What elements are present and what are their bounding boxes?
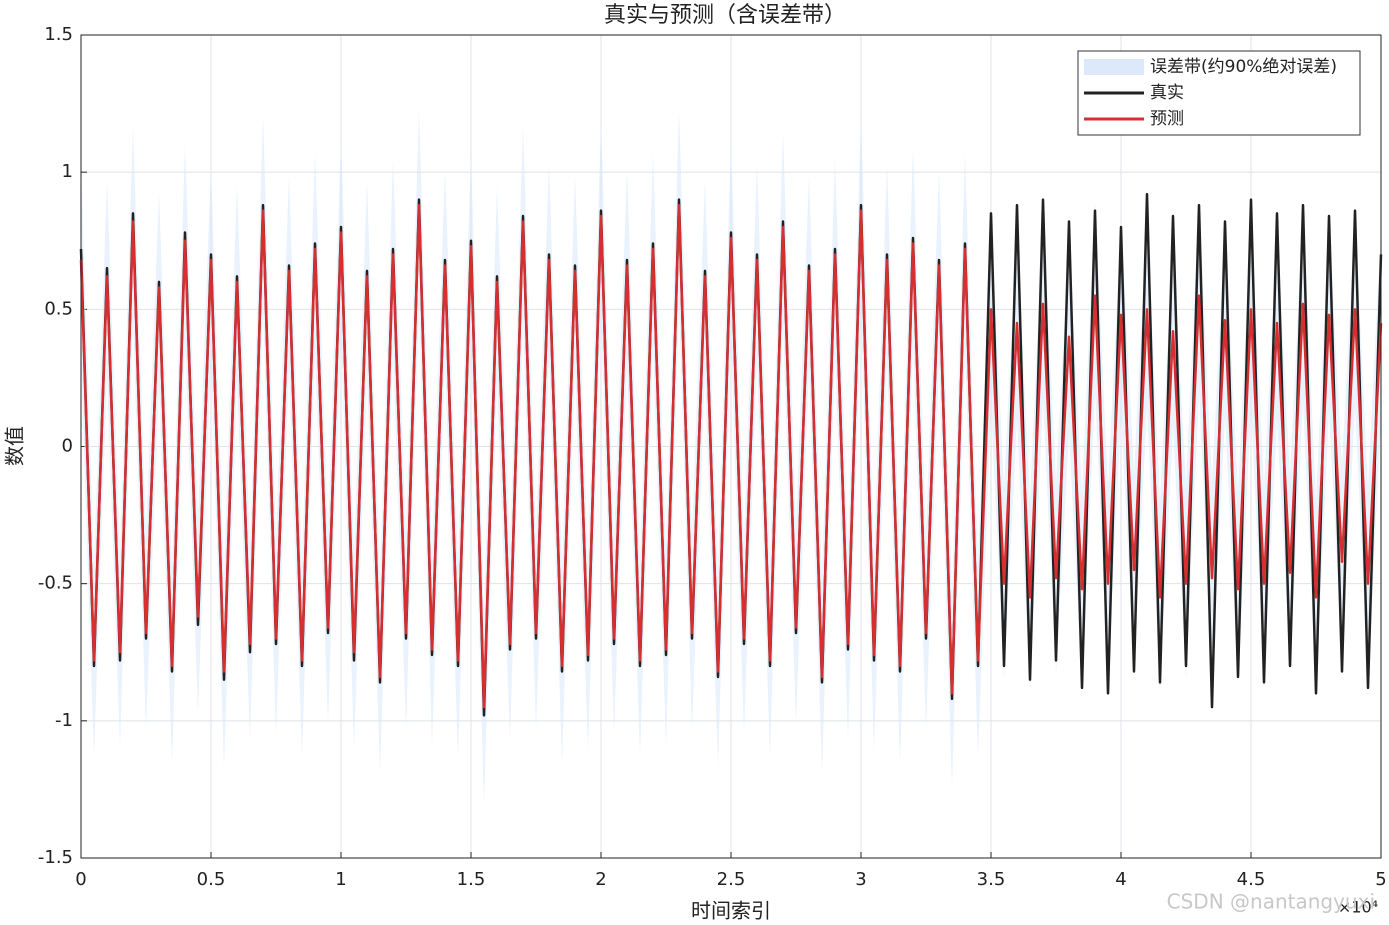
plot-frame <box>80 34 1382 859</box>
x-multiplier: ×10⁴ <box>1338 898 1378 917</box>
y-tick-label: 1 <box>62 161 73 182</box>
y-tick-label: 0.5 <box>44 298 73 319</box>
x-tick-label: 0.5 <box>197 869 226 890</box>
x-tick-label: 4.5 <box>1237 869 1266 890</box>
legend-label: 真实 <box>1150 83 1184 103</box>
legend-label: 预测 <box>1150 109 1184 129</box>
y-axis-label: 数值 <box>3 426 27 466</box>
x-tick-label: 3 <box>855 869 866 890</box>
y-tick-label: -0.5 <box>38 573 73 594</box>
x-tick-label: 4 <box>1115 869 1126 890</box>
x-tick-label: 3.5 <box>977 869 1006 890</box>
x-tick-label: 0 <box>75 869 86 890</box>
x-tick-label: 1.5 <box>457 869 486 890</box>
legend-swatch <box>1084 59 1144 75</box>
watermark: CSDN @nantangyuxi <box>1167 890 1375 914</box>
data-line <box>79 203 1383 709</box>
y-tick-label: 1.5 <box>44 24 73 45</box>
y-tick-label: -1 <box>55 710 73 731</box>
chart-title: 真实与预测（含误差带） <box>604 3 846 28</box>
x-tick-label: 1 <box>335 869 346 890</box>
x-axis-label: 时间索引 <box>691 899 771 923</box>
y-tick-label: -1.5 <box>38 847 73 868</box>
y-tick-label: 0 <box>62 436 73 457</box>
x-tick-label: 2.5 <box>717 869 746 890</box>
x-tick-label: 5 <box>1375 869 1386 890</box>
x-tick-label: 2 <box>595 869 606 890</box>
legend-label: 误差带(约90%绝对误差) <box>1150 57 1337 77</box>
